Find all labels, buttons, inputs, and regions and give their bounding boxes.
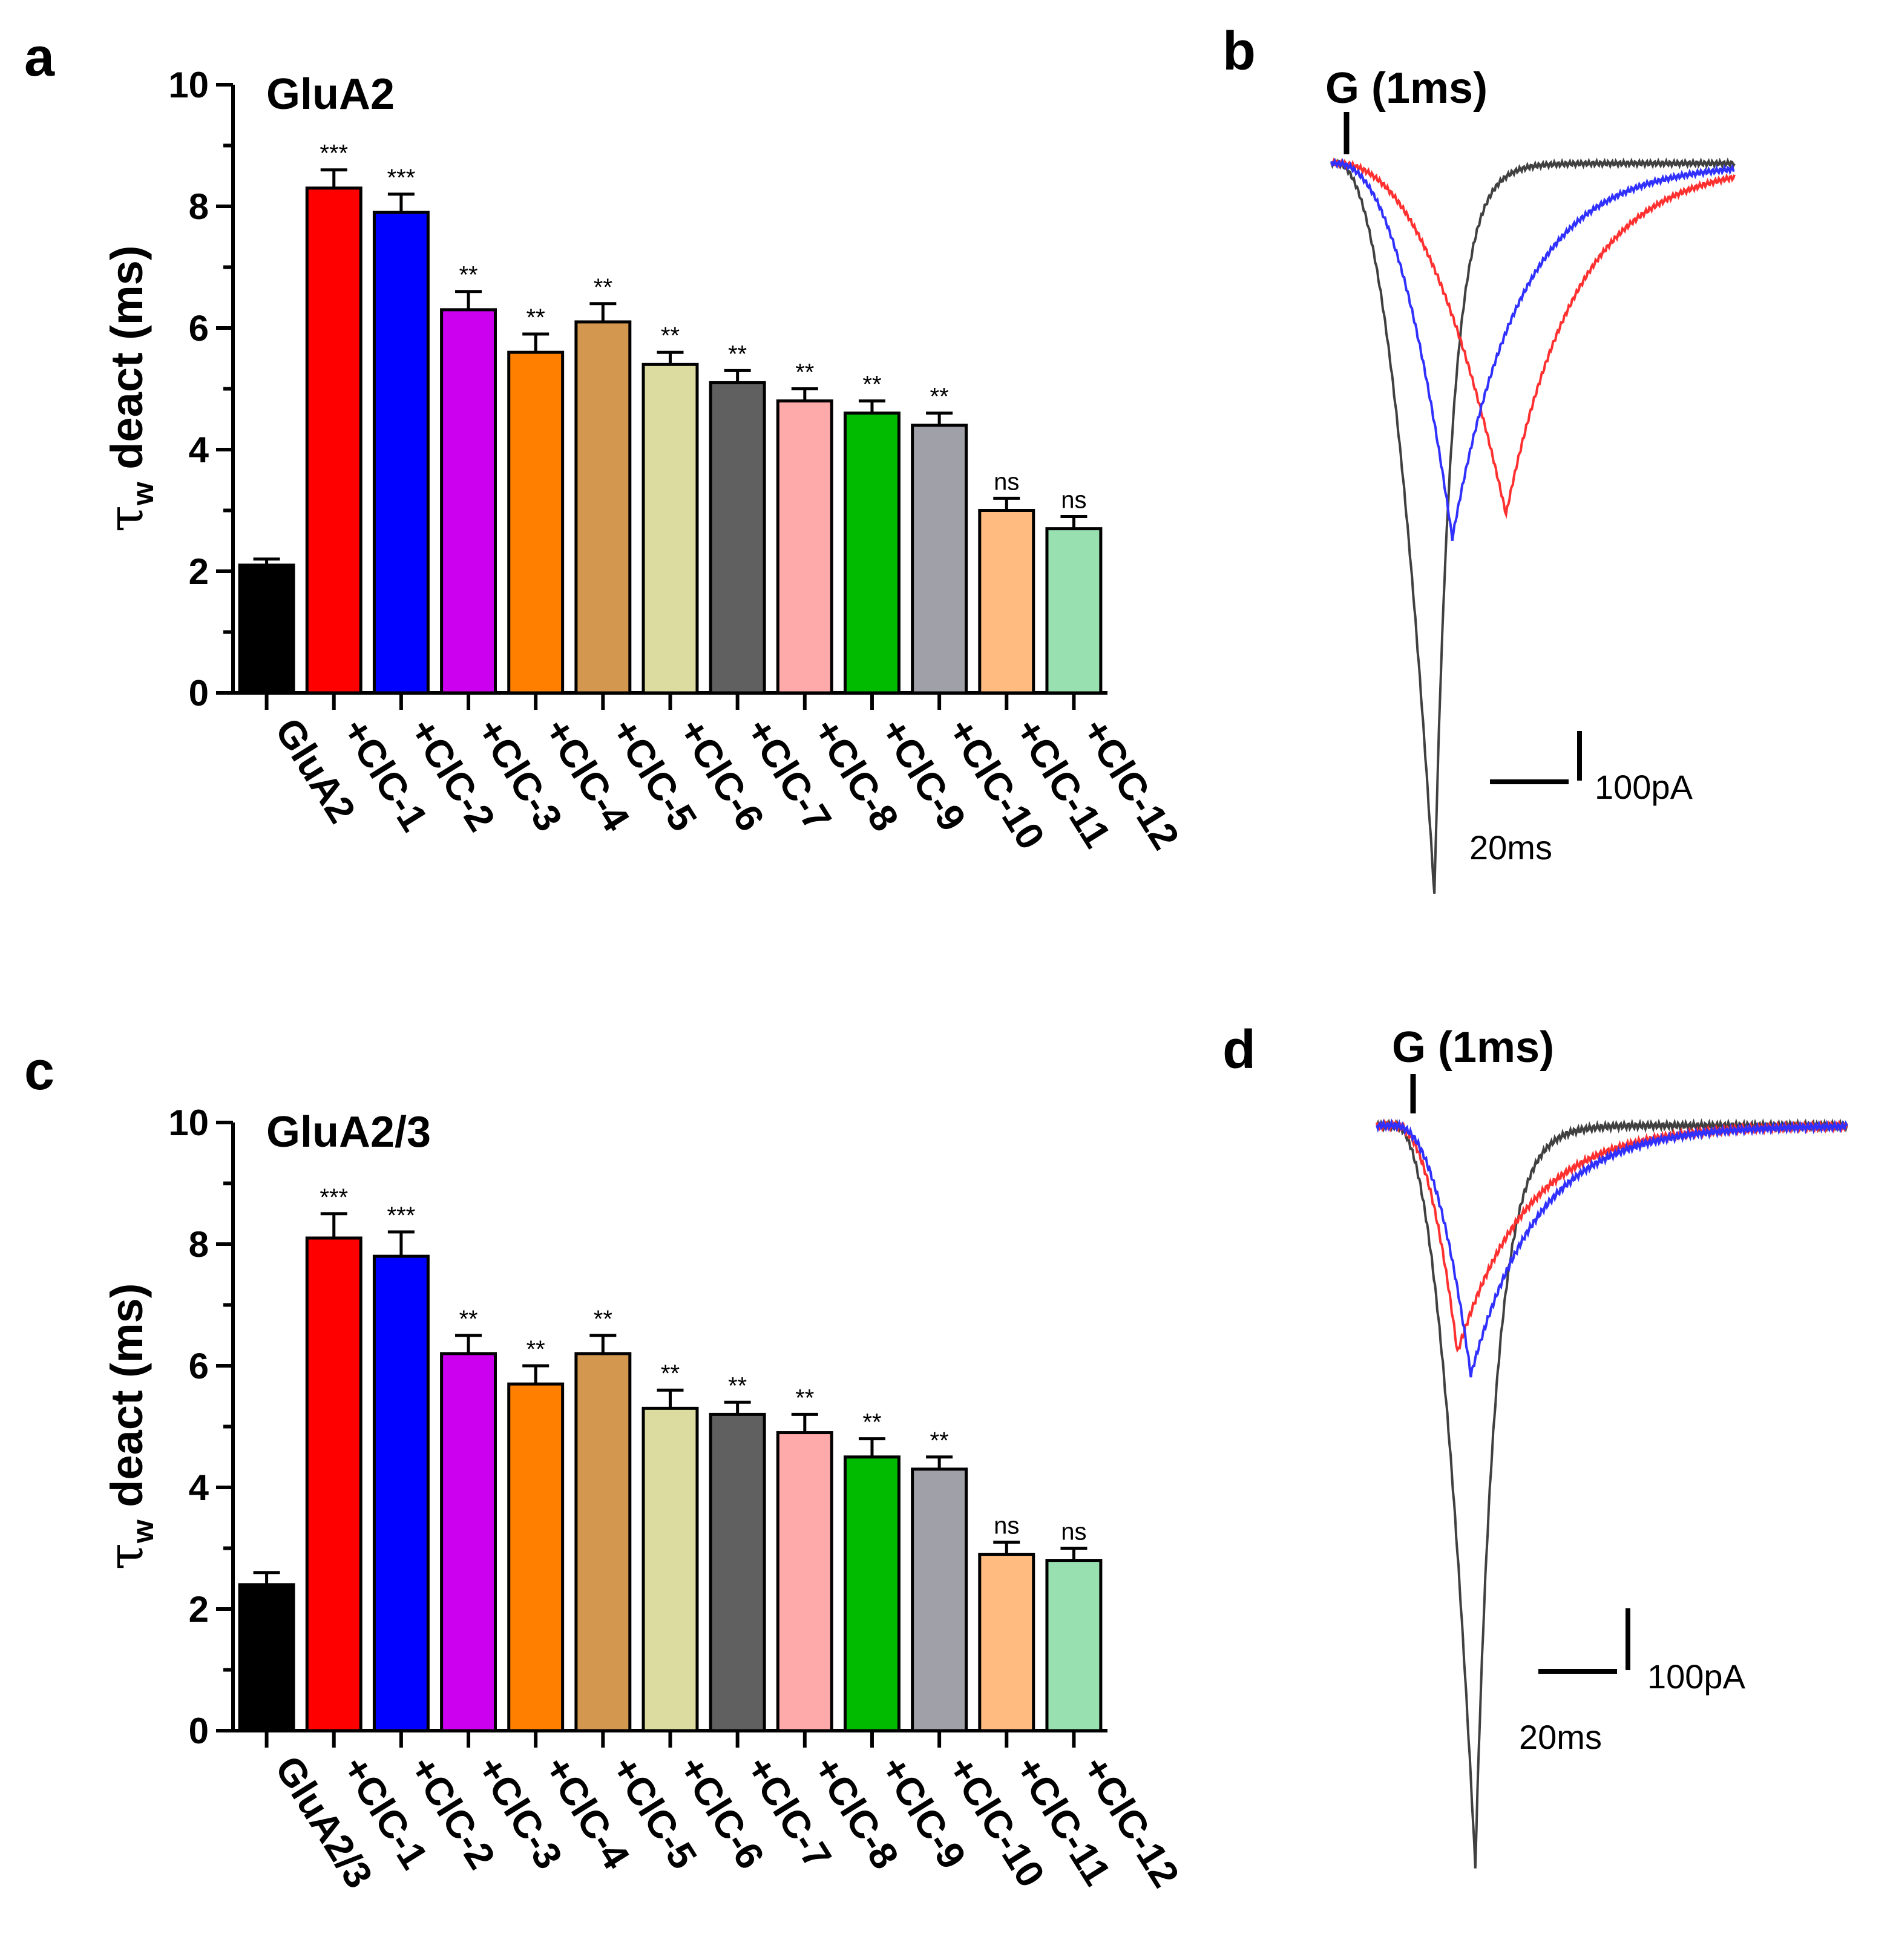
bar [978, 1553, 1035, 1732]
bar [844, 411, 901, 695]
bar [305, 1236, 363, 1732]
current-trace [1330, 157, 1736, 894]
y-tick-label: 2 [189, 1589, 209, 1630]
bar [440, 1352, 497, 1732]
bar [1045, 527, 1103, 695]
significance-label: ** [728, 341, 747, 367]
trace-panel-b: G (1ms) 100pA 20ms [1325, 64, 1736, 894]
significance-label: ** [930, 1427, 949, 1454]
significance-label: *** [387, 1202, 416, 1229]
stimulus-label-b: G (1ms) [1325, 64, 1488, 113]
bar [641, 1406, 699, 1732]
bar [440, 308, 497, 695]
bar [372, 1254, 430, 1732]
significance-label: ** [459, 262, 477, 289]
y-axis-title-text: deact (ms) [102, 246, 152, 482]
y-tick-label: 4 [189, 430, 209, 470]
current-trace [1330, 158, 1735, 541]
y-tick-label: 6 [189, 1346, 209, 1386]
bar [1045, 1559, 1103, 1732]
bar [776, 1431, 833, 1732]
bar [709, 1412, 766, 1732]
bar [641, 362, 699, 695]
bar [911, 1467, 968, 1732]
significance-label: *** [320, 1184, 348, 1211]
stimulus-label-d: G (1ms) [1392, 1023, 1554, 1072]
y-tick-label: 0 [189, 673, 209, 713]
y-axis-title: τw deact (ms) [97, 246, 160, 533]
significance-label: ** [527, 304, 545, 331]
y-tick-label: 10 [168, 65, 209, 105]
significance-label: ** [728, 1372, 747, 1399]
chart-title-c: GluA2/3 [266, 1108, 431, 1156]
significance-label: ns [994, 468, 1019, 495]
significance-label: ** [862, 372, 881, 398]
y-axis-title-symbol: τ [97, 1543, 154, 1570]
y-tick-label: 10 [168, 1103, 209, 1143]
y-tick-label: 0 [189, 1711, 209, 1751]
significance-label: ** [661, 323, 680, 349]
significance-label: ** [862, 1409, 881, 1436]
panel-letter-d: d [1222, 1020, 1256, 1080]
bar [305, 186, 363, 695]
y-tick-label: 8 [189, 1224, 209, 1265]
bar [776, 399, 833, 695]
significance-label: ** [594, 274, 612, 301]
y-axis-title-symbol: τ [97, 505, 154, 532]
bar [507, 350, 565, 695]
chart-title-a: GluA2 [266, 70, 395, 119]
bar [238, 1583, 295, 1732]
significance-label: ns [994, 1512, 1019, 1539]
y-tick-label: 2 [189, 551, 209, 592]
y-axis-title-subscript: w [126, 1519, 160, 1544]
scale-y-label-b: 100pA [1595, 768, 1693, 806]
y-axis-title-subscript: w [126, 482, 160, 506]
bar [574, 320, 632, 695]
significance-label: ** [795, 359, 814, 386]
bar [507, 1382, 565, 1732]
y-axis-title: τw deact (ms) [97, 1283, 160, 1570]
panel-letter-c: c [24, 1041, 54, 1101]
bar [372, 211, 430, 695]
significance-label: ns [1061, 1519, 1086, 1545]
scale-x-label-d: 20ms [1519, 1718, 1602, 1756]
significance-label: ** [661, 1360, 680, 1387]
bar [911, 424, 968, 695]
significance-label: ** [527, 1336, 545, 1363]
trace-panel-d: G (1ms) 100pA 20ms [1376, 1023, 1848, 1869]
significance-label: ** [459, 1306, 477, 1332]
bar [844, 1455, 901, 1732]
bar [709, 381, 766, 695]
y-axis-title-text: deact (ms) [102, 1283, 152, 1520]
y-tick-label: 8 [189, 186, 209, 227]
current-trace [1330, 157, 1736, 519]
significance-label: ** [795, 1385, 814, 1411]
significance-label: ** [930, 384, 949, 410]
bar [978, 509, 1035, 695]
significance-label: *** [387, 165, 416, 191]
scale-y-label-d: 100pA [1647, 1657, 1746, 1696]
bar [574, 1352, 632, 1732]
panel-letter-a: a [24, 27, 55, 88]
y-tick-label: 6 [189, 308, 209, 349]
current-trace [1376, 1118, 1848, 1378]
scale-x-label-b: 20ms [1469, 828, 1552, 867]
y-tick-label: 4 [189, 1467, 209, 1508]
significance-label: ** [594, 1306, 612, 1332]
bar [238, 563, 295, 695]
panel-letter-b: b [1222, 21, 1256, 82]
significance-label: ns [1061, 487, 1086, 514]
significance-label: *** [320, 140, 348, 167]
